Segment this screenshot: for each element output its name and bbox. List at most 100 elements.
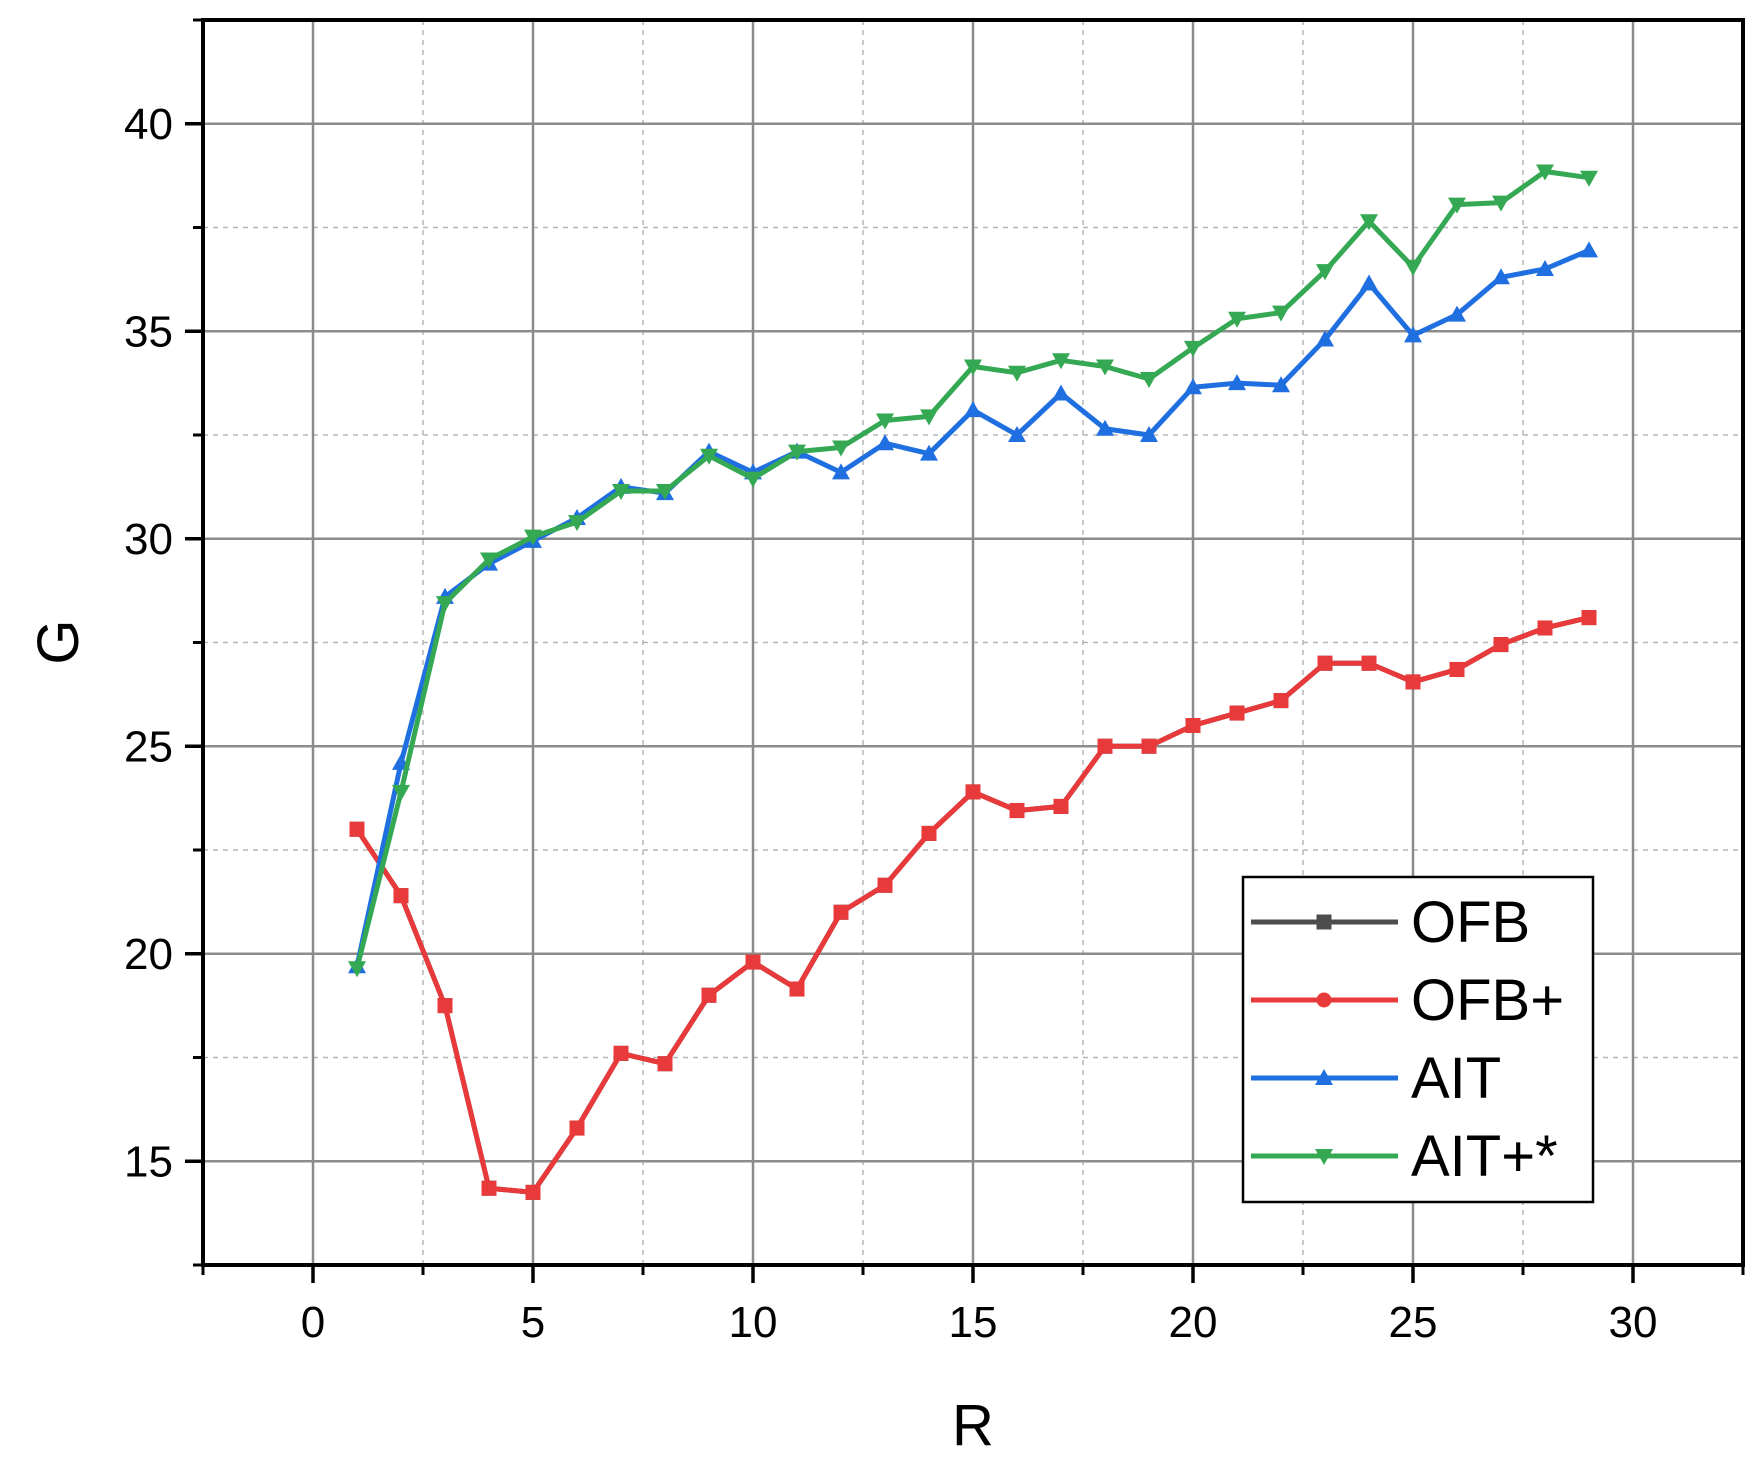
data-point — [480, 552, 498, 569]
data-point — [1272, 376, 1290, 393]
data-point — [349, 821, 365, 837]
data-point — [525, 1184, 541, 1200]
data-point — [1492, 195, 1510, 212]
data-point — [1140, 426, 1158, 442]
x-tick-label: 15 — [949, 1298, 998, 1347]
series-ait — [348, 164, 1598, 978]
data-point — [920, 409, 938, 426]
data-point — [1184, 378, 1202, 395]
data-point — [1580, 170, 1598, 187]
data-point — [1228, 374, 1246, 391]
data-point — [1141, 738, 1157, 754]
data-point — [1008, 426, 1026, 442]
data-point — [920, 444, 938, 461]
data-point — [833, 904, 849, 920]
x-axis-title: R — [952, 1393, 994, 1458]
x-tick-label: 0 — [301, 1298, 325, 1347]
legend-item: AIT — [1251, 1046, 1501, 1111]
data-point — [1580, 241, 1598, 258]
data-point — [568, 515, 586, 532]
data-point — [1536, 164, 1554, 181]
data-point — [1096, 419, 1114, 436]
data-point — [832, 440, 850, 457]
data-point — [744, 471, 762, 488]
legend-item: OFB+ — [1251, 968, 1564, 1033]
data-point — [436, 596, 454, 613]
data-point — [745, 954, 761, 970]
data-point — [788, 444, 806, 461]
data-point — [1448, 305, 1466, 322]
data-point — [965, 784, 981, 800]
x-tick-label: 20 — [1169, 1298, 1218, 1347]
legend: OFB OFB+ AIT AIT+* — [1241, 875, 1595, 1204]
x-tick-label: 30 — [1609, 1298, 1658, 1347]
data-point — [613, 1045, 629, 1061]
data-point — [1273, 693, 1289, 709]
data-point — [1492, 268, 1510, 285]
major-gridlines — [203, 20, 1743, 1265]
data-point — [348, 961, 366, 978]
data-point — [393, 888, 409, 904]
series-ofb — [349, 610, 1597, 1200]
data-point — [700, 448, 718, 465]
data-point — [964, 401, 982, 418]
y-tick-label: 35 — [124, 307, 173, 356]
legend-swatch-marker — [1315, 1069, 1333, 1085]
data-point — [1493, 637, 1509, 653]
data-point — [612, 484, 630, 501]
legend-swatch-marker — [1316, 914, 1332, 930]
data-point — [1581, 610, 1597, 626]
data-point — [877, 877, 893, 893]
data-point — [656, 484, 674, 501]
data-point — [1008, 365, 1026, 382]
data-point — [1185, 718, 1201, 733]
data-point — [1317, 655, 1333, 671]
data-point — [1316, 264, 1334, 281]
data-point — [1536, 260, 1554, 276]
data-point — [1053, 798, 1069, 814]
y-axis-title: G — [26, 619, 91, 664]
data-point — [1052, 384, 1070, 401]
data-point — [1405, 674, 1421, 690]
y-tick-label: 15 — [124, 1137, 173, 1186]
legend-box — [1241, 875, 1595, 1204]
data-point — [876, 434, 894, 451]
data-point — [1229, 705, 1245, 721]
data-point — [1228, 311, 1246, 328]
data-point — [481, 1180, 497, 1196]
data-point — [1404, 326, 1422, 343]
data-point — [392, 784, 410, 801]
y-tick-label: 20 — [124, 930, 173, 979]
data-point — [1096, 359, 1114, 376]
data-point — [1272, 305, 1290, 322]
data-point — [964, 359, 982, 376]
data-point — [437, 998, 453, 1014]
data-point — [921, 825, 937, 841]
data-point — [524, 529, 542, 546]
data-point — [1097, 738, 1113, 754]
data-point — [1009, 803, 1025, 819]
data-point — [657, 1056, 673, 1072]
legend-label: OFB — [1411, 890, 1530, 955]
series-layer — [348, 164, 1598, 1200]
data-point — [1360, 214, 1378, 231]
data-point — [1052, 353, 1070, 370]
x-axis: 0 5 10 15 20 25 30 — [201, 1265, 1745, 1347]
legend-item: OFB — [1251, 890, 1530, 955]
data-point — [1184, 340, 1202, 357]
data-point — [789, 981, 805, 997]
y-axis: 15 20 25 30 35 40 — [124, 18, 203, 1267]
data-point — [1404, 259, 1422, 276]
y-tick-label: 30 — [124, 515, 173, 564]
legend-swatch-marker — [1315, 1149, 1333, 1165]
data-point — [1361, 655, 1377, 671]
y-tick-label: 40 — [124, 100, 173, 149]
y-tick-label: 25 — [124, 722, 173, 771]
x-tick-label: 25 — [1389, 1298, 1438, 1347]
data-point — [832, 463, 850, 480]
legend-swatch-marker — [1316, 992, 1332, 1008]
legend-label: AIT — [1411, 1046, 1501, 1111]
data-point — [1537, 620, 1553, 636]
data-point — [1316, 330, 1334, 347]
